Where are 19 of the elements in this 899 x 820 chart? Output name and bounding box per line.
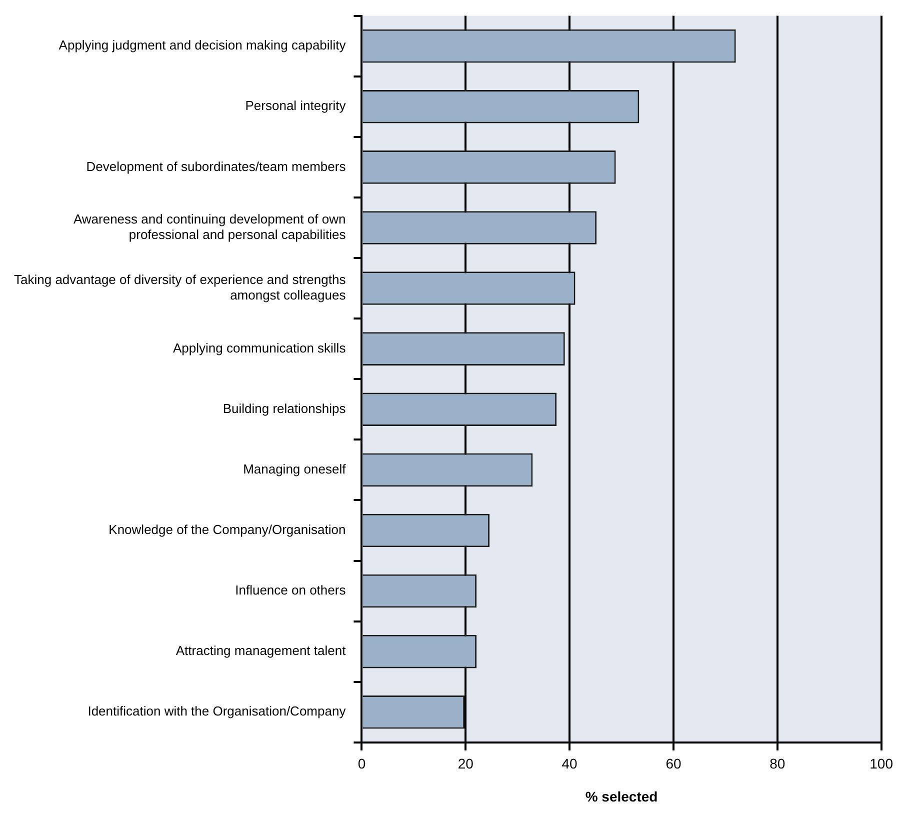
x-tick-label: 80 <box>770 756 786 772</box>
y-tick-label: Personal integrity <box>245 98 346 114</box>
y-tick-label: Taking advantage of diversity of experience and strengths amongst colleagues <box>14 272 346 303</box>
x-tick-label: 60 <box>666 756 682 772</box>
x-tick-label: 40 <box>562 756 578 772</box>
x-tick-label: 0 <box>358 756 366 772</box>
y-tick-label: Applying communication skills <box>173 340 346 356</box>
y-tick-label: Attracting management talent <box>176 643 346 658</box>
y-tick-label: Development of subordinates/team members <box>86 158 346 174</box>
y-tick-label: Managing oneself <box>243 462 346 477</box>
x-tick-label: 20 <box>458 756 474 772</box>
y-tick-label: Building relationships <box>222 400 346 416</box>
x-tick-label: 100 <box>870 756 894 772</box>
y-tick-label: Applying judgment and decision making capability <box>58 38 346 53</box>
y-tick-label: Awareness and continuing development of own professional and personal capabilities <box>73 212 346 242</box>
y-tick-label: Identification with the Organisation/Company <box>88 704 346 719</box>
y-tick-label: Knowledge of the Company/Organisation <box>108 522 346 538</box>
x-axis-title: % selected <box>585 788 658 804</box>
y-tick-label: Influence on others <box>235 582 346 598</box>
